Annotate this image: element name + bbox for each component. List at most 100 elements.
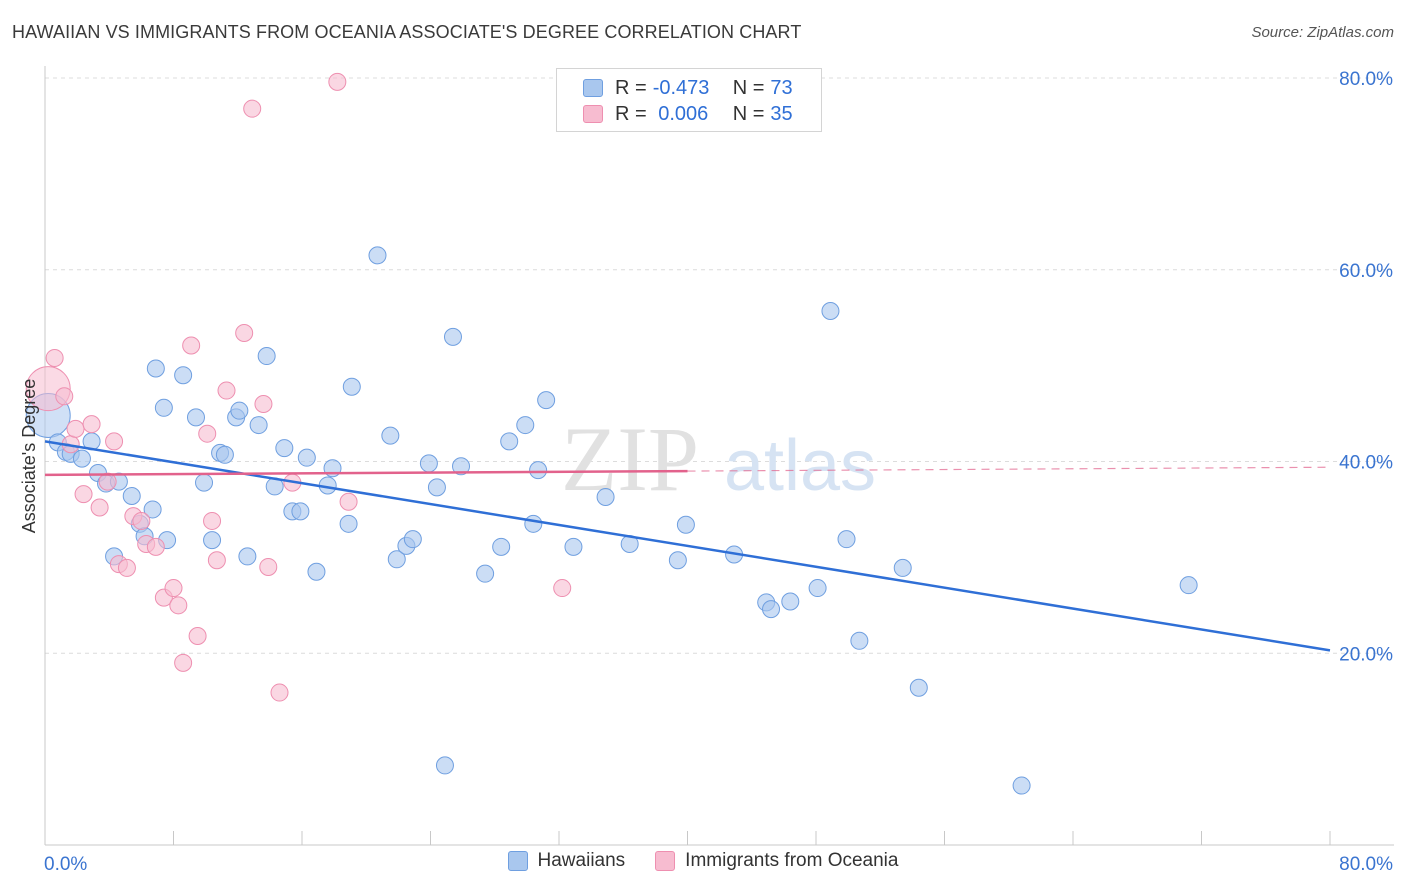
legend-r-value: -0.473 [652,76,710,99]
oceania-point [66,419,85,438]
hawaiians-point [143,500,162,519]
hawaiians-point [762,600,781,619]
hawaiians-point [154,398,173,417]
axes [44,66,1394,846]
oceania-point [203,511,222,530]
legend-n-value: 35 [770,102,793,125]
hawaiians-point [435,756,454,775]
hawaiians-point [387,550,406,569]
oceania-point [328,72,347,91]
oceania-point [254,394,273,413]
oceania-point [339,492,358,511]
hawaiians-point [297,448,316,467]
y-tick-label: 40.0% [1339,453,1393,474]
legend-label-hawaiians: Hawaiians [537,850,626,871]
oceania-point [217,381,236,400]
legend-r-value: 0.006 [652,102,709,125]
oceania-point [117,558,136,577]
x-tick-label: 80.0% [1339,854,1393,875]
watermark: ZIP atlas [561,408,876,510]
chart-title: HAWAIIAN VS IMMIGRANTS FROM OCEANIA ASSO… [12,22,802,42]
hawaiians-point [476,564,495,583]
hawaiians-point [537,391,556,410]
hawaiians-point [146,359,165,378]
hawaiians-point [339,514,358,533]
hawaiians-point [230,401,249,420]
oceania-point [55,387,74,406]
hawaiians-point [1179,576,1198,595]
oceania-point [169,596,188,615]
hawaiians-point [203,531,222,550]
hawaiians-point [275,439,294,458]
x-tick-label: 0.0% [44,854,87,875]
oceania-trend-line [44,469,688,477]
hawaiians-point [427,478,446,497]
oceania-point [146,537,165,556]
legend-swatch-hawaiians [507,851,528,871]
hawaiians-point [307,562,326,581]
oceania-trend-line-dashed [687,466,1331,472]
hawaiians-point [837,530,856,549]
tick-labels: 20.0% 40.0% 60.0% 80.0% 0.0% 80.0% [44,69,1393,875]
oceania-point [182,336,201,355]
legend-r-label: R = [615,76,647,99]
oceania-point [105,432,124,451]
oceania-point [235,324,254,343]
hawaiians-point [909,678,928,697]
hawaiians-point [215,445,234,464]
hawaiians-point [368,246,387,265]
oceania-point [243,99,262,118]
oceania-point [553,579,572,598]
legend-item-hawaiians[interactable]: Hawaiians [507,850,626,872]
legend-row-hawaiians: R = -0.473 N = 73 [583,76,793,100]
oceania-point [198,424,217,443]
hawaiians-point [72,449,91,468]
oceania-point [90,498,109,517]
watermark-atlas: atlas [724,426,876,506]
hawaiians-point [443,327,462,346]
hawaiians-point [186,408,205,427]
hawaiians-point [492,537,511,556]
oceania-point [82,415,101,434]
hawaiians-point [1012,776,1031,795]
hawaiians-point [342,377,361,396]
source-label: Source: ZipAtlas.com [1251,24,1394,41]
hawaiians-point [529,461,548,480]
oceania-point [164,579,183,598]
hawaiians-point [419,454,438,473]
gridlines [45,77,1390,654]
hawaiians-point [596,487,615,506]
legend-n-label: N = [732,76,765,99]
hawaiians-point [403,530,422,549]
legend-swatch-oceania [583,105,603,123]
oceania-point [98,472,117,491]
hawaiians-point [564,537,583,556]
hawaiians-point [381,426,400,445]
trend-lines [44,440,1331,652]
hawaiians-point [676,515,695,534]
hawaiians-point [808,579,827,598]
hawaiians-point [257,347,276,366]
oceania-point [270,683,289,702]
hawaiians-point [195,473,214,492]
hawaiians-point [291,502,310,521]
legend-swatch-oceania [655,851,676,871]
hawaiians-point [524,514,543,533]
oceania-point [188,626,207,645]
oceania-point [259,557,278,576]
legend-item-oceania[interactable]: Immigrants from Oceania [655,850,898,872]
hawaiians-point [122,487,141,506]
legend-label-oceania: Immigrants from Oceania [685,850,899,871]
watermark-zip: ZIP [561,408,699,510]
oceania-point [132,511,151,530]
y-tick-label: 60.0% [1339,261,1393,282]
legend-r-label: R = [615,102,647,125]
legend-n-label: N = [732,102,765,125]
y-tick-label: 20.0% [1339,644,1393,665]
hawaiians-point [516,416,535,435]
hawaiians-point [452,457,471,476]
hawaiians-point [249,416,268,435]
legend-swatch-hawaiians [583,79,603,97]
hawaiians-point [174,366,193,385]
